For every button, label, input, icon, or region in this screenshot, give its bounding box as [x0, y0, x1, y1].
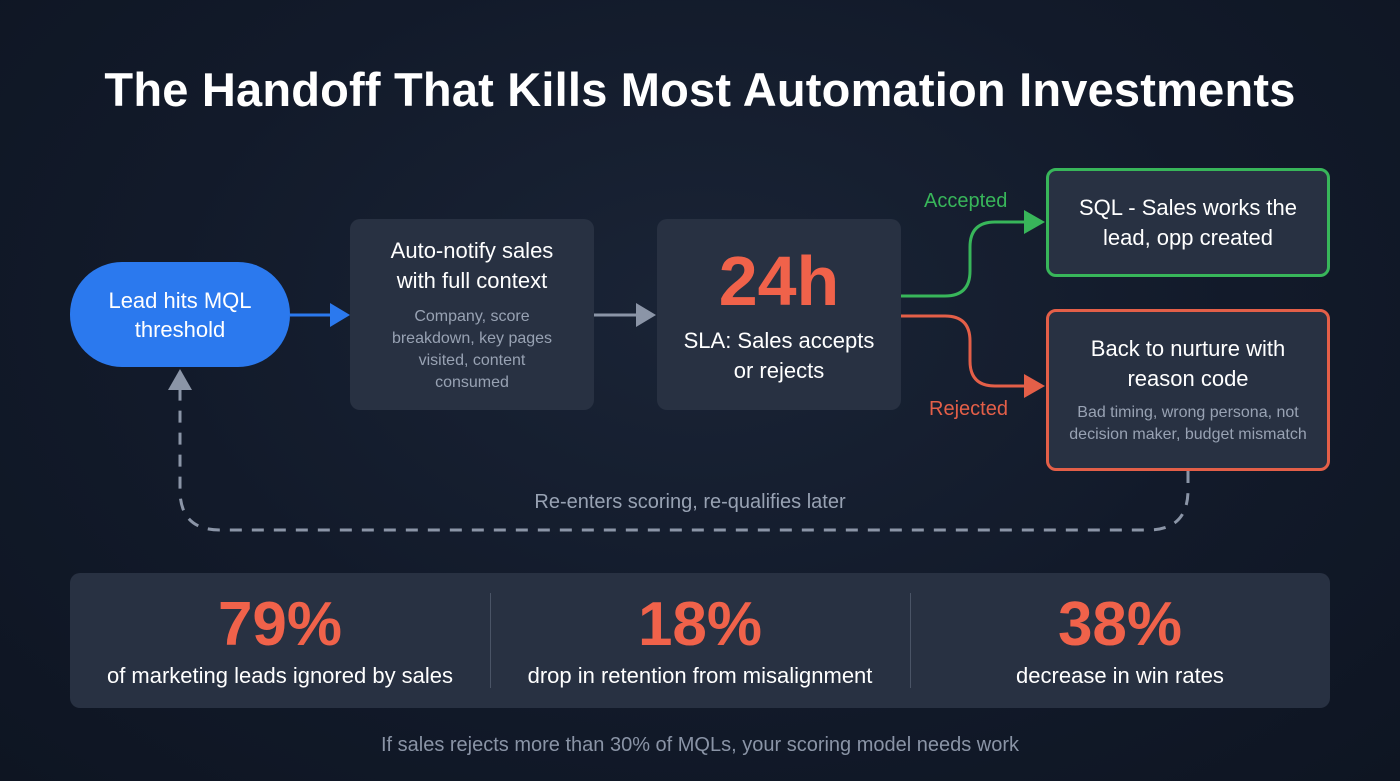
footnote: If sales rejects more than 30% of MQLs, … [380, 734, 1020, 756]
stat-item: 79% of marketing leads ignored by sales [70, 573, 490, 708]
sla-caption: SLA: Sales accepts or rejects [683, 327, 875, 383]
stat-item: 18% drop in retention from misalignment [490, 573, 910, 708]
notify-node-detail: Company, score breakdown, key pages visi… [391, 307, 553, 391]
stat-label: drop in retention from misalignment [527, 662, 873, 688]
sql-outcome-label: SQL - Sales works the lead, opp created [1078, 194, 1298, 250]
stat-value: 79% [217, 589, 343, 659]
nurture-outcome-detail: Bad timing, wrong persona, not decision … [1069, 404, 1307, 443]
stat-label: of marketing leads ignored by sales [106, 662, 454, 688]
stat-value: 38% [1057, 589, 1183, 659]
arrow-notify-to-sla [594, 303, 656, 327]
start-node-mql-threshold: Lead hits MQL threshold [70, 262, 290, 367]
arrow-rejected-branch [901, 314, 1045, 398]
rejected-branch-label: Rejected [929, 398, 1008, 420]
sla-value: 24h [718, 241, 840, 320]
nurture-outcome-label: Back to nurture with reason code [1090, 336, 1286, 391]
loop-back-label: Re-enters scoring, re-qualifies later [534, 491, 846, 513]
start-node-label: Lead hits MQL threshold [108, 287, 252, 342]
page-title: The Handoff That Kills Most Automation I… [104, 63, 1296, 116]
stat-value: 18% [637, 589, 763, 659]
stat-label: decrease in win rates [1016, 662, 1224, 688]
nurture-outcome-node: Back to nurture with reason code Bad tim… [1046, 309, 1330, 471]
arrow-accepted-branch [901, 210, 1045, 298]
sql-outcome-node: SQL - Sales works the lead, opp created [1046, 168, 1330, 277]
notify-sales-node: Auto-notify sales with full context Comp… [350, 219, 594, 410]
stat-item: 38% decrease in win rates [910, 573, 1330, 708]
stats-panel: 79% of marketing leads ignored by sales … [70, 573, 1330, 708]
arrow-loop-back [168, 369, 1190, 532]
accepted-branch-label: Accepted [924, 190, 1008, 212]
notify-node-title: Auto-notify sales with full context [390, 237, 554, 293]
arrow-start-to-notify [290, 303, 350, 327]
sla-node: 24h SLA: Sales accepts or rejects [657, 219, 901, 410]
